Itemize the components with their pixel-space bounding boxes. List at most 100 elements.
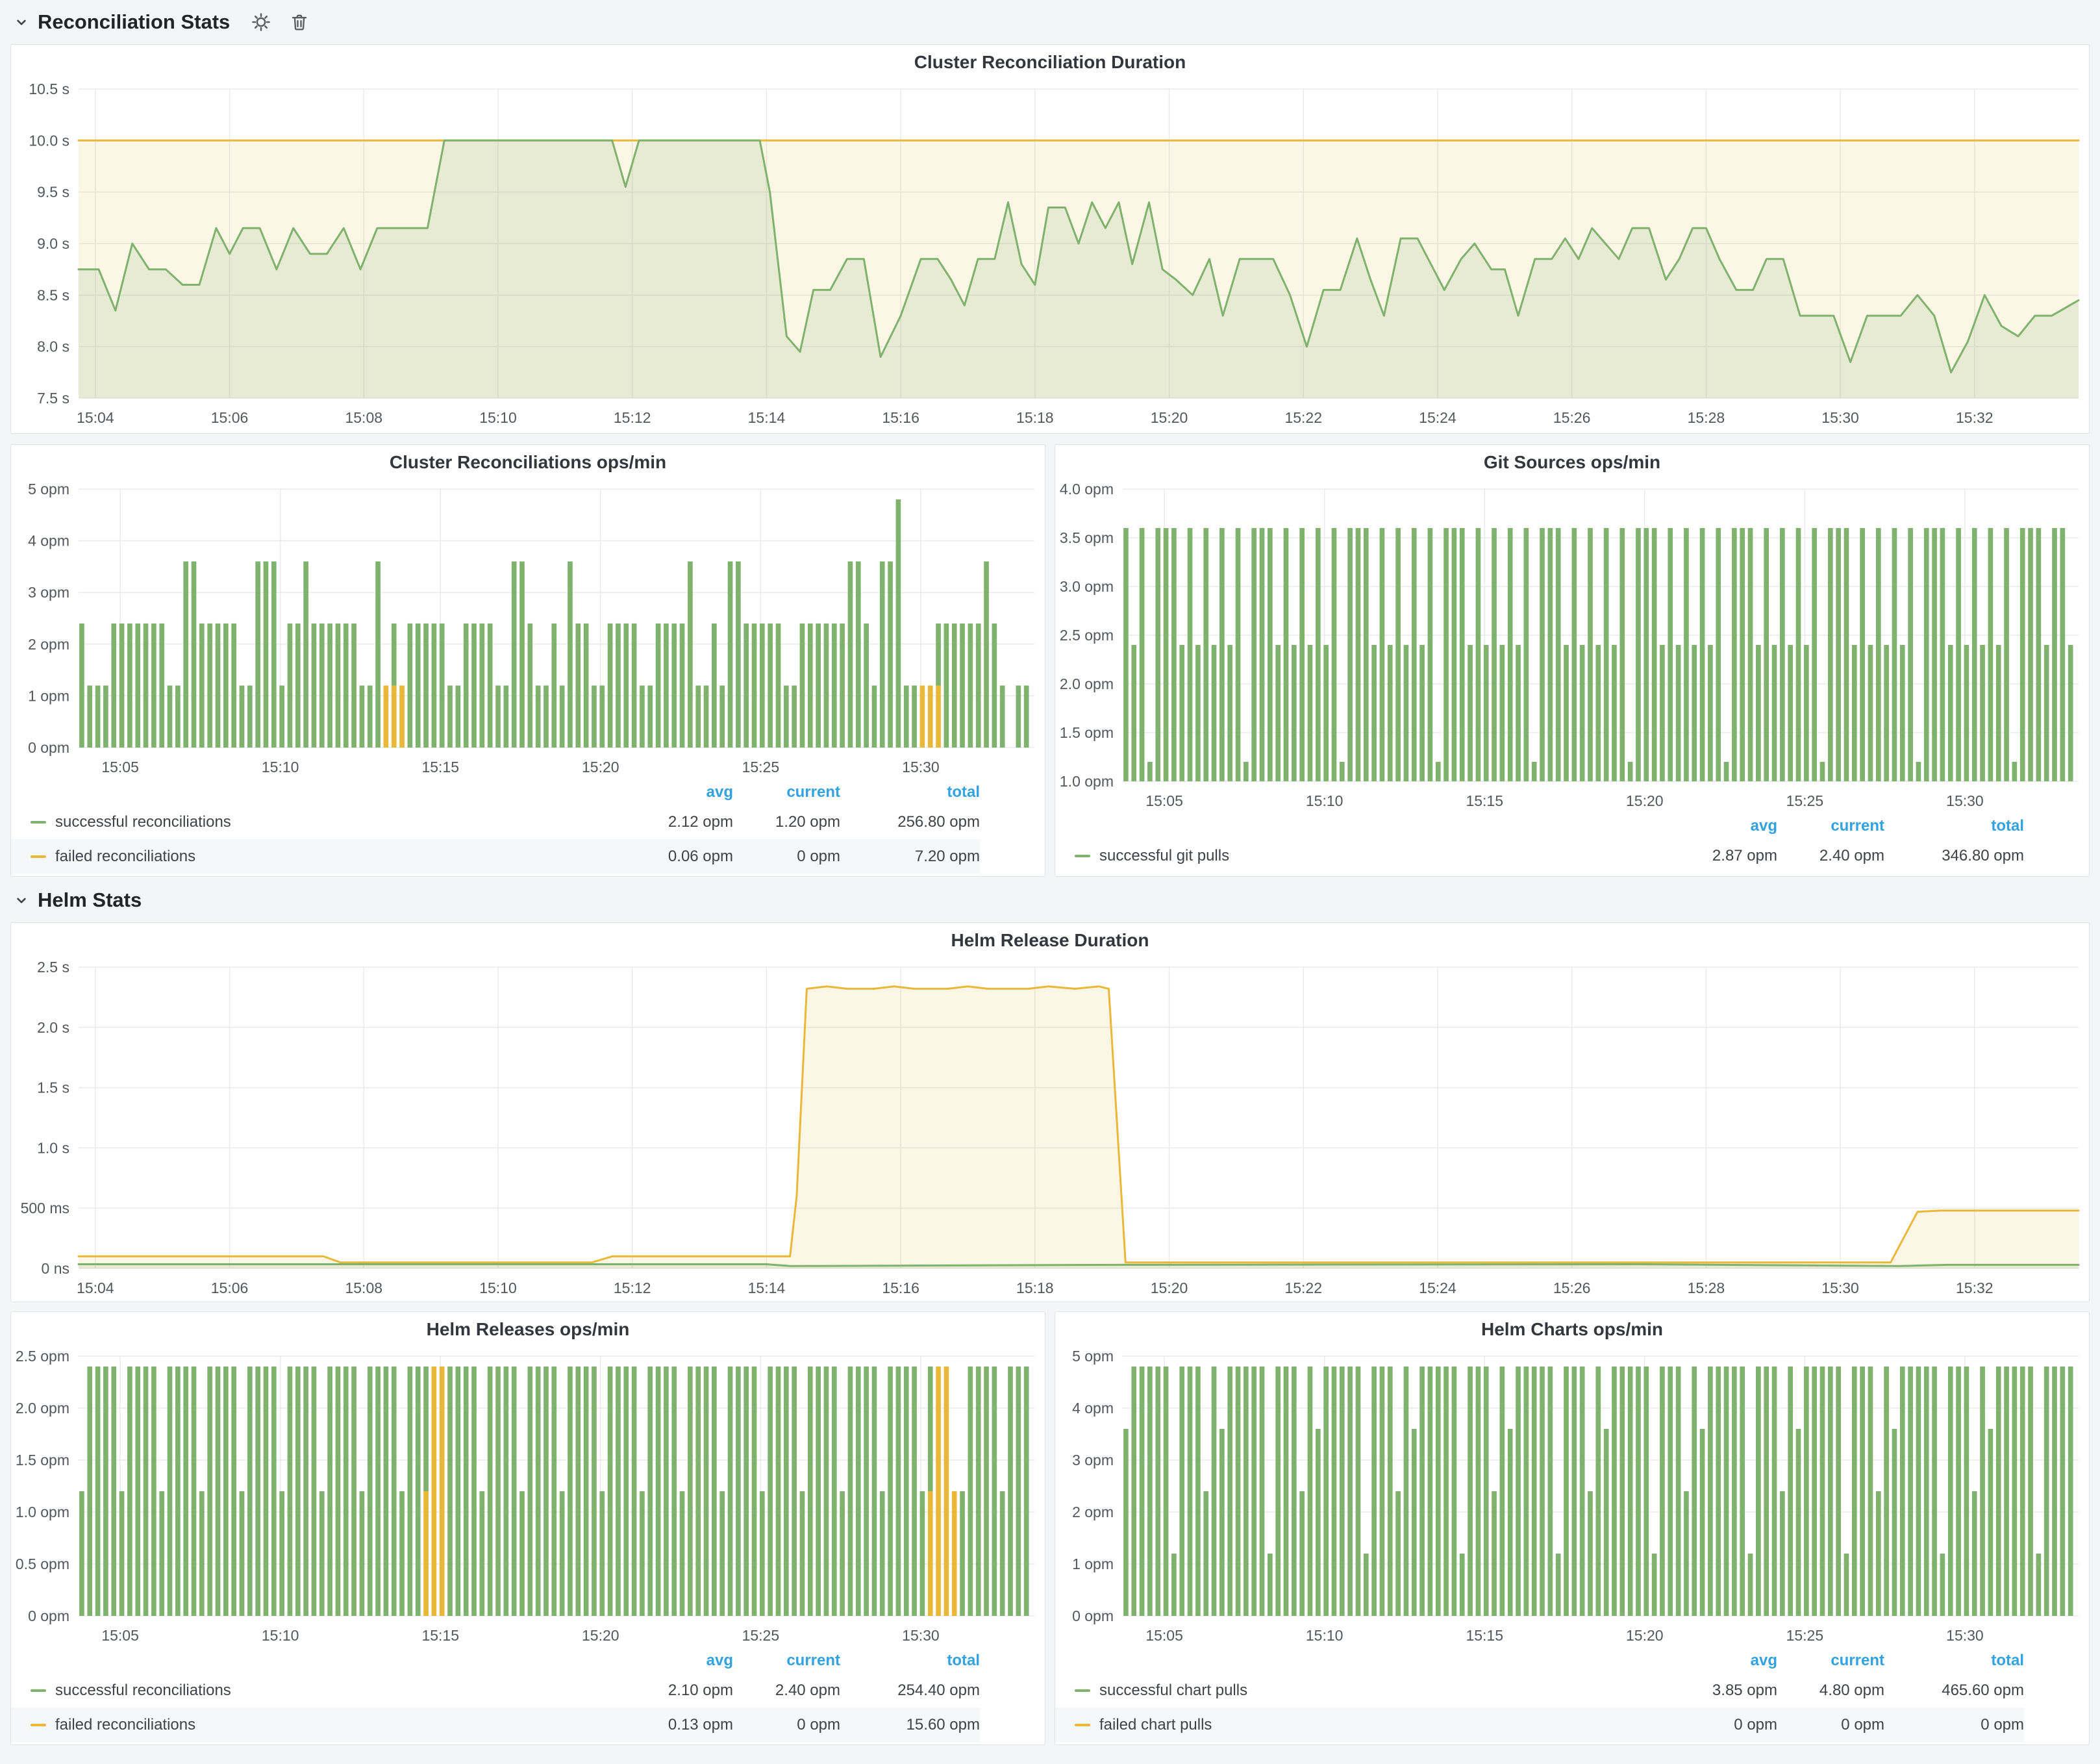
trash-icon[interactable] — [290, 12, 309, 32]
svg-text:15:16: 15:16 — [882, 1279, 919, 1296]
panel-title[interactable]: Cluster Reconciliations ops/min — [389, 452, 667, 472]
svg-text:7.5 s: 7.5 s — [37, 390, 69, 407]
legend-series-label[interactable]: successful reconciliations — [55, 813, 231, 831]
legend-col-current[interactable]: current — [1831, 817, 1884, 835]
svg-text:1 opm: 1 opm — [28, 687, 69, 704]
svg-text:15:06: 15:06 — [211, 1279, 249, 1296]
svg-text:0 opm: 0 opm — [28, 739, 69, 756]
svg-text:15:15: 15:15 — [1466, 1627, 1503, 1644]
section-header-reconciliation-stats: Reconciliation Stats — [10, 4, 2090, 44]
helm-releases-rate-chart[interactable]: 2.5 opm 2.0 opm 1.5 opm 1.0 opm 0.5 opm 0 opm… — [11, 1347, 1045, 1648]
legend-series-label[interactable]: failed reconciliations — [55, 847, 196, 865]
svg-text:15:30: 15:30 — [1946, 792, 1984, 809]
helm-charts-rate-chart[interactable]: 5 opm 4 opm 3 opm 2 opm 1 opm 0 opm 15:05 15:10… — [1055, 1347, 2089, 1648]
cluster-reconciliation-duration-chart[interactable]: 10.5 s 10.0 s 9.5 s 9.0 s 8.5 s 8.0 s 7.5 s 15:… — [11, 80, 2089, 431]
svg-text:15:20: 15:20 — [582, 1627, 619, 1644]
legend-avg-value: 2.12 opm — [668, 813, 733, 831]
legend-current-value: 2.40 opm — [775, 1681, 840, 1699]
svg-text:15:08: 15:08 — [345, 1279, 382, 1296]
svg-text:15:10: 15:10 — [479, 1279, 517, 1296]
svg-text:15:28: 15:28 — [1688, 409, 1725, 426]
legend-col-current[interactable]: current — [786, 783, 840, 801]
legend-col-current[interactable]: current — [786, 1652, 840, 1669]
legend-col-avg[interactable]: avg — [706, 783, 733, 801]
svg-text:15:25: 15:25 — [742, 759, 780, 775]
legend-series-label[interactable]: successful reconciliations — [55, 1681, 231, 1699]
svg-text:15:05: 15:05 — [1145, 1627, 1183, 1644]
panel-helm-release-duration: Helm Release Duration 2.5 s 2.0 s 1.5 s 1.0… — [10, 922, 2090, 1302]
series-color-marker — [31, 855, 46, 858]
svg-text:15:10: 15:10 — [1306, 1627, 1344, 1644]
legend-col-current[interactable]: current — [1831, 1652, 1884, 1669]
legend: avg current total successful reconciliat… — [11, 780, 1045, 874]
chevron-down-icon[interactable] — [13, 892, 30, 909]
legend: avg current total successful reconciliat… — [11, 1648, 1045, 1742]
series-color-marker — [1075, 1689, 1090, 1692]
svg-text:5 opm: 5 opm — [1072, 1348, 1114, 1365]
legend-series-label[interactable]: failed reconciliations — [55, 1715, 196, 1733]
svg-text:10.5 s: 10.5 s — [29, 81, 69, 97]
svg-text:15:16: 15:16 — [882, 409, 919, 426]
legend-row: failed reconciliations 0.06 opm 0 opm 7.… — [11, 839, 980, 874]
svg-text:15:30: 15:30 — [902, 1627, 940, 1644]
svg-text:2 opm: 2 opm — [1072, 1504, 1114, 1520]
legend-col-total[interactable]: total — [947, 1652, 980, 1669]
chevron-down-icon[interactable] — [13, 14, 30, 31]
svg-text:3.0 opm: 3.0 opm — [1060, 578, 1114, 595]
legend-current-value: 0 opm — [1841, 1715, 1884, 1733]
svg-text:15:30: 15:30 — [1821, 1279, 1859, 1296]
legend-col-avg[interactable]: avg — [1750, 817, 1777, 835]
panel-title[interactable]: Git Sources ops/min — [1483, 452, 1661, 472]
svg-text:500 ms: 500 ms — [21, 1200, 69, 1216]
svg-text:15:18: 15:18 — [1016, 409, 1054, 426]
svg-text:15:10: 15:10 — [262, 759, 299, 775]
section-title[interactable]: Reconciliation Stats — [38, 10, 231, 33]
svg-text:15:15: 15:15 — [421, 759, 459, 775]
legend-current-value: 4.80 opm — [1819, 1681, 1884, 1699]
svg-text:15:30: 15:30 — [902, 759, 940, 775]
legend-current-value: 0 opm — [797, 1715, 840, 1733]
legend-col-total[interactable]: total — [1991, 817, 2024, 835]
legend-total-value: 0 opm — [1981, 1715, 2024, 1733]
svg-text:3 opm: 3 opm — [1072, 1452, 1114, 1468]
svg-text:15:24: 15:24 — [1419, 409, 1456, 426]
svg-text:3.5 opm: 3.5 opm — [1060, 529, 1114, 546]
legend-col-avg[interactable]: avg — [706, 1652, 733, 1669]
series-color-marker — [31, 820, 46, 824]
svg-text:9.5 s: 9.5 s — [37, 184, 69, 201]
panel-title[interactable]: Cluster Reconciliation Duration — [914, 52, 1186, 72]
legend-col-avg[interactable]: avg — [1750, 1652, 1777, 1669]
legend-col-total[interactable]: total — [1991, 1652, 2024, 1669]
git-sources-rate-chart[interactable]: 4.0 opm 3.5 opm 3.0 opm 2.5 opm 2.0 opm 1.5 o… — [1055, 480, 2089, 814]
svg-text:15:22: 15:22 — [1284, 409, 1322, 426]
svg-text:0 opm: 0 opm — [28, 1607, 69, 1624]
panel-title[interactable]: Helm Releases ops/min — [426, 1319, 630, 1339]
svg-text:15:10: 15:10 — [1306, 792, 1344, 809]
legend-row: failed reconciliations 0.13 opm 0 opm 15… — [11, 1707, 980, 1742]
legend-row: successful reconciliations 2.10 opm 2.40… — [11, 1673, 980, 1707]
svg-text:1.0 opm: 1.0 opm — [16, 1504, 69, 1520]
legend-avg-value: 0.13 opm — [668, 1715, 733, 1733]
legend-avg-value: 0 opm — [1734, 1715, 1777, 1733]
gear-icon[interactable] — [251, 12, 271, 32]
svg-text:10.0 s: 10.0 s — [29, 132, 69, 149]
svg-text:3 opm: 3 opm — [28, 584, 69, 601]
section-title[interactable]: Helm Stats — [38, 888, 142, 911]
legend-total-value: 465.60 opm — [1942, 1681, 2024, 1699]
svg-text:15:18: 15:18 — [1016, 1279, 1054, 1296]
legend-series-label[interactable]: failed chart pulls — [1099, 1715, 1212, 1733]
svg-text:2.5 opm: 2.5 opm — [16, 1348, 69, 1365]
legend-series-label[interactable]: successful chart pulls — [1099, 1681, 1248, 1699]
cluster-reconciliations-rate-chart[interactable]: 5 opm 4 opm 3 opm 2 opm 1 opm 0 opm 15:05 15:10… — [11, 480, 1045, 780]
legend-col-total[interactable]: total — [947, 783, 980, 801]
helm-release-duration-chart[interactable]: 2.5 s 2.0 s 1.5 s 1.0 s 500 ms 0 ns 15:04 15:06… — [11, 958, 2089, 1301]
panel-title[interactable]: Helm Charts ops/min — [1481, 1319, 1664, 1339]
panel-helm-charts-rate: Helm Charts ops/min 5 opm 4 opm 3 opm 2 opm… — [1055, 1311, 2090, 1745]
svg-text:1.5 opm: 1.5 opm — [16, 1452, 69, 1468]
panel-helm-releases-rate: Helm Releases ops/min 2.5 opm 2.0 opm 1.5 … — [10, 1311, 1045, 1745]
legend-series-label[interactable]: successful git pulls — [1099, 846, 1230, 864]
legend-total-value: 15.60 opm — [906, 1715, 980, 1733]
svg-text:15:10: 15:10 — [479, 409, 517, 426]
svg-text:2.5 s: 2.5 s — [37, 959, 69, 976]
panel-title[interactable]: Helm Release Duration — [951, 930, 1149, 950]
